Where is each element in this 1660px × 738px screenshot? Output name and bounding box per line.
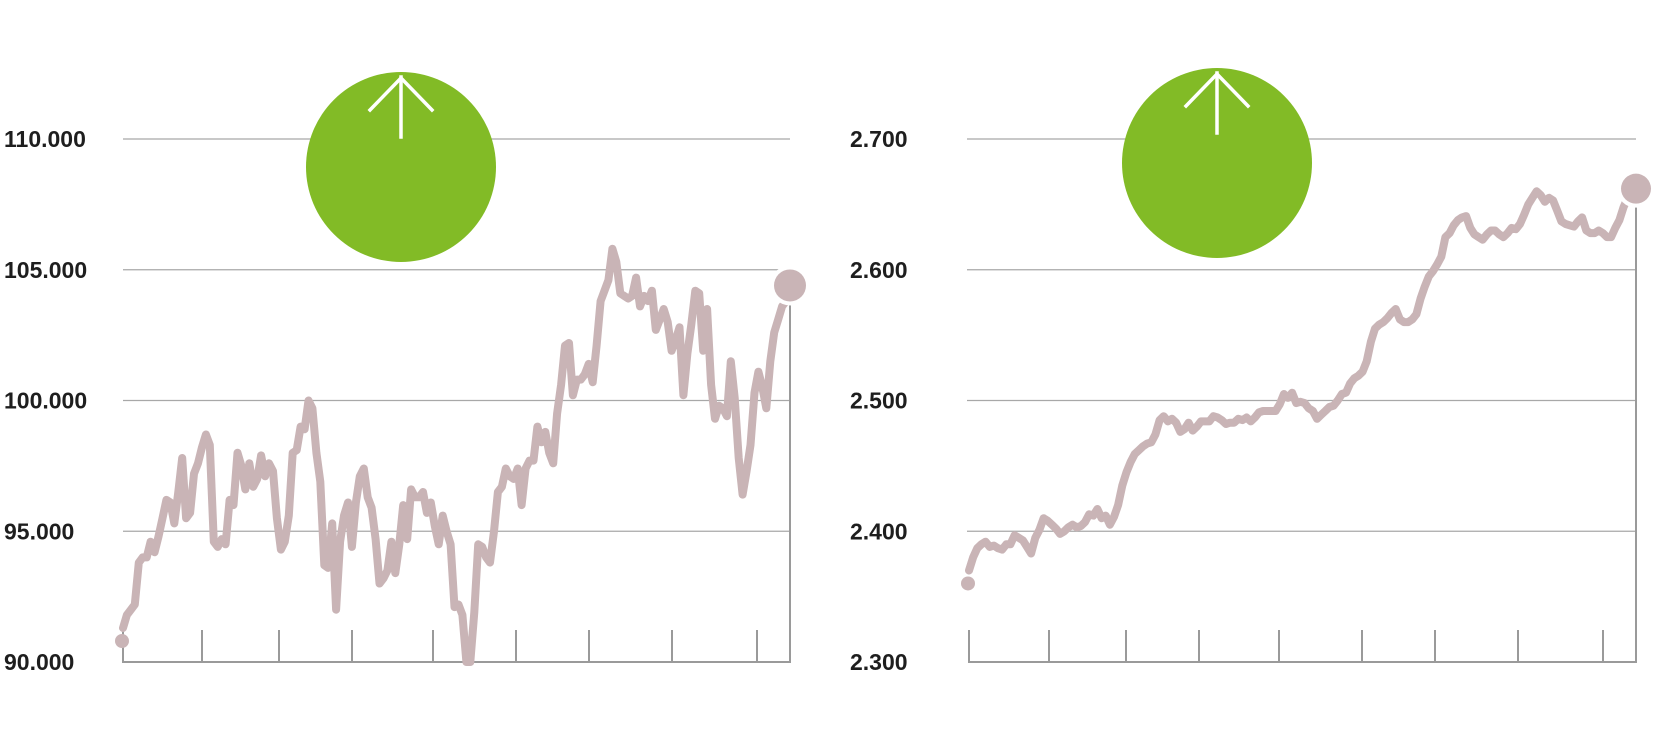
y-tick-label: 100.000 (4, 388, 87, 414)
trend-badge-circle (306, 72, 496, 262)
start-point-marker (961, 576, 975, 591)
arrow-head (367, 75, 435, 113)
series-line (965, 184, 1640, 575)
y-tick-label: 95.000 (4, 518, 74, 544)
series-line (119, 244, 794, 666)
y-tick-label: 110.000 (4, 126, 86, 152)
trend-badge (1122, 68, 1312, 258)
end-point-marker (1621, 173, 1651, 204)
y-tick-label: 2.300 (850, 649, 908, 675)
trend-badge (306, 72, 496, 262)
arrow-head (1183, 71, 1251, 109)
trend-badge-circle (1122, 68, 1312, 258)
end-point-marker (774, 269, 806, 302)
y-tick-label: 2.400 (850, 518, 908, 544)
y-tick-label: 2.700 (850, 126, 908, 152)
y-tick-label: 2.500 (850, 388, 908, 414)
start-point-marker (115, 634, 129, 649)
arrow-up-icon (367, 75, 435, 139)
chart-panel-left: 90.000 95.000 100.000 105.000 110.000 (4, 72, 810, 675)
y-tick-label: 90.000 (4, 649, 74, 675)
chart-panel-right: 2.300 2.400 2.500 2.600 2.700 (850, 68, 1655, 675)
arrow-up-icon (1183, 71, 1251, 135)
y-tick-label: 105.000 (4, 257, 87, 283)
y-tick-label: 2.600 (850, 257, 908, 283)
